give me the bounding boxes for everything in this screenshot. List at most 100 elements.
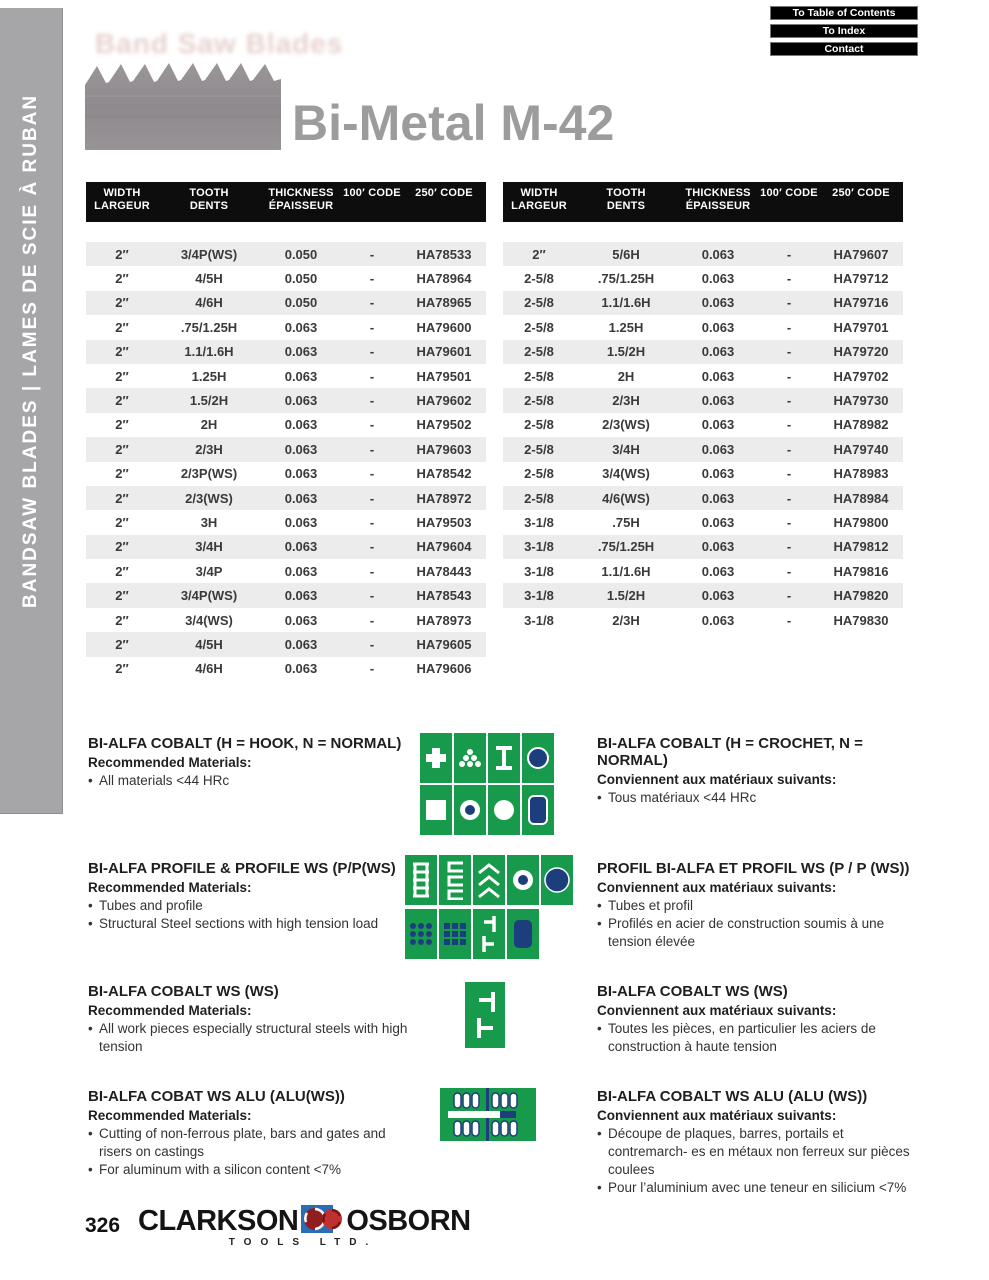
table-cell: - — [786, 563, 792, 579]
table-cell: 0.050 — [284, 246, 318, 262]
table-cell: 0.063 — [284, 417, 318, 433]
bullet-item: For aluminum with a silicon content <7% — [88, 1161, 418, 1179]
table-cell: 0.063 — [701, 368, 735, 384]
table-cell: HA78984 — [833, 490, 889, 506]
table-header: WIDTH LARGEUR TOOTH DENTS THICKNESS ÉPAI… — [503, 182, 903, 222]
section-alu-fr: BI-ALFA COBALT WS ALU (ALU (WS)) Convien… — [597, 1088, 919, 1197]
column-header-thickness: THICKNESS ÉPAISSEUR — [677, 187, 759, 222]
table-cell: 1.1/1.6H — [601, 563, 651, 579]
table-cell: HA78964 — [416, 271, 472, 287]
table-cell: HA79712 — [833, 271, 889, 287]
materials-icon-grid-profile-row2 — [405, 909, 539, 959]
table-cell: 2″ — [115, 295, 129, 311]
column-header-thickness: THICKNESS ÉPAISSEUR — [260, 187, 342, 222]
table-row: 2″ 1.25H 0.063 - HA79501 — [86, 364, 486, 388]
table-row: 3-1/8 1.5/2H 0.063 - HA79820 — [503, 583, 903, 608]
table-cell: 2″ — [115, 246, 129, 262]
table-cell: HA79816 — [833, 563, 889, 579]
page-title: Bi-Metal M-42 — [292, 95, 615, 151]
column-header-100-code: 100′ CODE — [759, 187, 819, 222]
section-bullets: Tubes and profileStructural Steel sectio… — [88, 897, 418, 933]
page-number: 326 — [85, 1214, 121, 1237]
table-cell: - — [369, 441, 375, 457]
material-tube-icon — [454, 785, 486, 835]
table-cell: 0.063 — [284, 344, 318, 360]
table-row: 3-1/8 .75H 0.063 - HA79800 — [503, 510, 903, 534]
logo-word-clarkson: CLARKSON — [138, 1205, 299, 1237]
table-cell: 0.063 — [701, 417, 735, 433]
table-cell: - — [786, 295, 792, 311]
table-cell: 2″ — [115, 636, 129, 652]
header-line: ÉPAISSEUR — [685, 200, 751, 212]
table-cell: 0.063 — [701, 246, 735, 262]
table-cell: .75H — [612, 514, 640, 530]
bullet-item: Toutes les pièces, en particulier les ac… — [597, 1020, 919, 1056]
section-subtitle: Conviennent aux matériaux suivants: — [597, 1108, 837, 1123]
table-cell: 4/5H — [195, 271, 223, 287]
table-cell: HA79602 — [416, 393, 472, 409]
section-subtitle: Recommended Materials: — [88, 755, 252, 770]
header-line: 100′ CODE — [343, 187, 401, 199]
material-tube-icon — [507, 855, 539, 905]
table-cell: - — [369, 661, 375, 677]
table-cell: HA79702 — [833, 368, 889, 384]
table-row: 2″ 3H 0.063 - HA79503 — [86, 510, 486, 534]
section-bullets: Cutting of non-ferrous plate, bars and g… — [88, 1125, 418, 1179]
table-row: 3-1/8 2/3H 0.063 - HA79830 — [503, 608, 903, 632]
table-cell: HA79716 — [833, 295, 889, 311]
table-cell: 2″ — [115, 393, 129, 409]
table-row: 2″ 2H 0.063 - HA79502 — [86, 413, 486, 437]
material-cross-icon — [420, 733, 452, 783]
table-row: 2″ 1.5/2H 0.063 - HA79602 — [86, 388, 486, 413]
table-cell: HA78542 — [416, 466, 472, 482]
table-cell: 2″ — [115, 441, 129, 457]
nav-button-table-of-contents[interactable]: To Table of Contents — [770, 6, 918, 20]
table-cell: 0.063 — [284, 588, 318, 604]
nav-button-index[interactable]: To Index — [770, 24, 918, 38]
section-bullets: All materials <44 HRc — [88, 772, 418, 790]
nav-button-contact[interactable]: Contact — [770, 42, 918, 56]
header-line: DENTS — [606, 200, 646, 212]
table-cell: 0.063 — [284, 319, 318, 335]
section-cobalt-fr: BI-ALFA COBALT (H = CROCHET, N = NORMAL)… — [597, 735, 919, 807]
material-structural-profiles-icon — [473, 909, 505, 959]
material-billet-icon — [522, 785, 554, 835]
table-cell: - — [369, 295, 375, 311]
table-cell: HA78973 — [416, 612, 472, 628]
table-cell: 3-1/8 — [524, 588, 554, 604]
table-cell: 1.5/2H — [189, 393, 229, 409]
table-row: 2″ .75/1.25H 0.063 - HA79600 — [86, 315, 486, 339]
table-row: 2″ 4/6H 0.050 - HA78965 — [86, 290, 486, 316]
table-cell: - — [786, 514, 792, 530]
table-body: 2″ 3/4P(WS) 0.050 - HA78533 2″ 4/5H 0.050 - HA789… — [86, 242, 486, 681]
table-cell: 4/5H — [195, 636, 223, 652]
table-cell: .75/1.25H — [597, 271, 655, 287]
table-cell: 0.063 — [284, 636, 318, 652]
table-row: 2-5/8 1.1/1.6H 0.063 - HA79716 — [503, 290, 903, 316]
table-row: 2″ 4/5H 0.063 - HA79605 — [86, 632, 486, 657]
table-cell: HA79820 — [833, 588, 889, 604]
table-cell: - — [369, 393, 375, 409]
table-body: 2″ 5/6H 0.063 - HA79607 2-5/8 .75/1.25H 0.063 - H… — [503, 242, 903, 632]
table-cell: 0.063 — [701, 344, 735, 360]
table-cell: 2/3P(WS) — [180, 466, 238, 482]
column-header-tooth: TOOTH DENTS — [158, 187, 260, 222]
table-row: 2-5/8 2/3H 0.063 - HA79730 — [503, 388, 903, 413]
material-round-bundle-icon — [405, 909, 437, 959]
table-cell: HA79730 — [833, 393, 889, 409]
section-title: BI-ALFA COBALT WS (WS) — [597, 983, 788, 1000]
table-cell: 0.050 — [284, 271, 318, 287]
bandsaw-blade-photo — [85, 55, 281, 150]
table-cell: 0.063 — [701, 295, 735, 311]
header-line: THICKNESS — [685, 187, 751, 199]
table-row: 2-5/8 3/4H 0.063 - HA79740 — [503, 437, 903, 462]
table-cell: 0.063 — [284, 466, 318, 482]
table-cell: 2-5/8 — [524, 466, 554, 482]
table-cell: - — [369, 417, 375, 433]
table-cell: - — [786, 490, 792, 506]
table-cell: HA79601 — [416, 344, 472, 360]
material-round-icon — [488, 785, 520, 835]
table-cell: - — [786, 441, 792, 457]
sidebar: BANDSAW BLADES | LAMES DE SCIE À RUBAN — [0, 8, 63, 814]
table-cell: 4/6H — [195, 661, 223, 677]
